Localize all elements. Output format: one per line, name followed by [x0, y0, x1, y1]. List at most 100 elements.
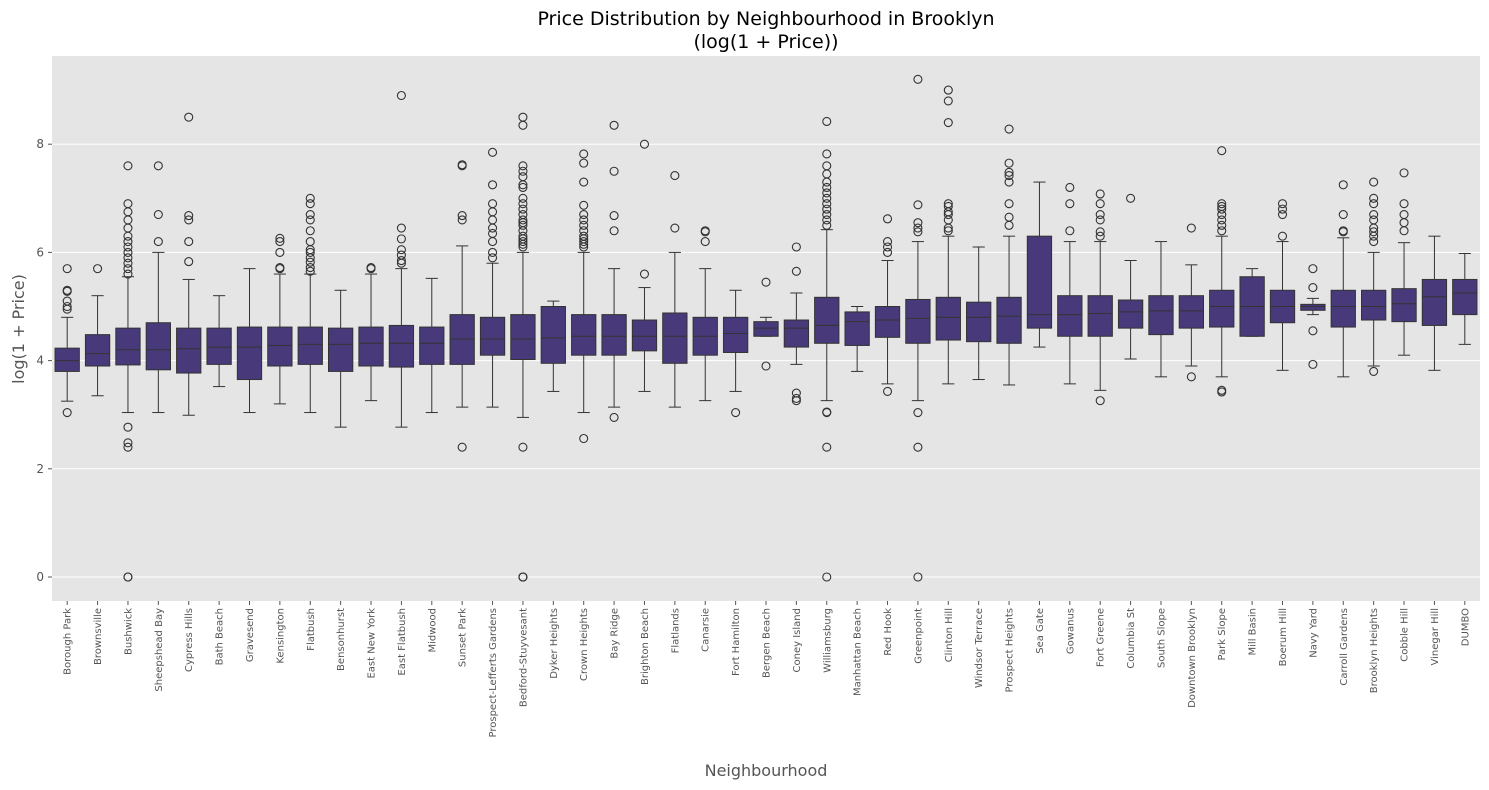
- box-gowanus: [1057, 182, 1083, 385]
- box-flatbush: [297, 193, 323, 414]
- x-tick-label: Borough Park: [63, 608, 74, 675]
- box-bushwick: [115, 161, 141, 582]
- outlier-point: [943, 199, 953, 209]
- iqr-box: [1391, 288, 1417, 323]
- outlier-point: [518, 161, 528, 171]
- outlier-point: [1369, 366, 1379, 376]
- outlier-point: [943, 96, 953, 106]
- outlier-point: [1277, 209, 1288, 220]
- outlier-point: [822, 182, 832, 193]
- outlier-point: [123, 422, 133, 432]
- outlier-point: [1004, 124, 1014, 134]
- x-tick-label: Kensington: [275, 608, 286, 664]
- box-prospect-heights: [996, 124, 1022, 386]
- outlier-point: [457, 215, 467, 225]
- outlier-point: [457, 442, 467, 452]
- box-boerum-hill: [1269, 199, 1296, 371]
- iqr-box: [84, 334, 111, 367]
- x-tick-label: Prospect Heights: [1005, 608, 1016, 692]
- box-brooklyn-heights: [1361, 177, 1387, 376]
- outlier-point: [822, 188, 832, 198]
- outlier-point: [488, 147, 498, 157]
- x-tick-label: East Flatbush: [397, 608, 408, 676]
- outlier-point: [62, 264, 72, 274]
- outlier-point: [62, 296, 72, 306]
- y-axis-ticks: 0 2 4 6 8: [36, 137, 52, 584]
- x-tick-label: South Slope: [1156, 608, 1167, 668]
- outlier-point: [579, 200, 589, 210]
- outlier-point: [123, 253, 133, 263]
- outlier-point: [518, 220, 528, 230]
- x-tick-label: Mill Basin: [1248, 608, 1259, 655]
- iqr-box: [571, 314, 597, 356]
- outlier-point: [761, 277, 771, 287]
- iqr-box: [722, 316, 749, 353]
- x-tick-label: Sea Gate: [1035, 608, 1046, 654]
- x-tick-label: Bergen Beach: [762, 608, 773, 678]
- iqr-box: [783, 319, 810, 348]
- outlier-point: [822, 149, 832, 159]
- outlier-point: [731, 407, 741, 418]
- outlier-point: [396, 250, 406, 260]
- outlier-point: [1399, 209, 1409, 220]
- outlier-point: [518, 166, 528, 176]
- outlier-point: [1308, 326, 1318, 336]
- x-tick-label: Flatbush: [306, 608, 317, 651]
- outlier-point: [1095, 189, 1105, 199]
- x-tick-label: Bushwick: [123, 608, 134, 655]
- outlier-point: [1308, 283, 1318, 293]
- outlier-point: [1308, 264, 1318, 274]
- iqr-box: [327, 327, 354, 372]
- outlier-point: [609, 412, 619, 422]
- box-bensonhurst: [327, 289, 354, 428]
- outlier-point: [62, 301, 72, 312]
- outlier-point: [1217, 220, 1227, 230]
- outlier-point: [184, 215, 194, 225]
- x-tick-label: Gravesend: [245, 608, 256, 662]
- outlier-point: [184, 257, 194, 267]
- x-axis-label: Neighbourhood: [705, 761, 828, 780]
- box-brownsville: [84, 264, 111, 397]
- x-tick-label: Brighton Beach: [640, 608, 651, 685]
- x-tick-label: Greenpoint: [913, 608, 924, 664]
- outlier-point: [123, 242, 133, 252]
- outlier-point: [123, 258, 133, 268]
- iqr-box: [996, 296, 1022, 344]
- box-red-hook: [874, 214, 901, 396]
- outlier-point: [1338, 209, 1348, 220]
- outlier-point: [670, 223, 680, 233]
- outlier-point: [882, 247, 893, 257]
- outlier-point: [1126, 193, 1136, 203]
- outlier-point: [275, 233, 285, 243]
- x-tick-label: Sheepshead Bay: [154, 608, 165, 692]
- outlier-point: [913, 223, 923, 233]
- outlier-point: [1399, 199, 1409, 209]
- y-tick-label: 8: [36, 137, 44, 151]
- x-tick-label: Prospect-Lefferts Gardens: [488, 608, 499, 737]
- iqr-box: [1209, 289, 1235, 328]
- box-bath-beach: [206, 295, 232, 388]
- box-windsor-terrace: [966, 246, 992, 381]
- outlier-point: [579, 220, 589, 230]
- iqr-box: [1026, 235, 1053, 329]
- outlier-point: [761, 361, 771, 371]
- outlier-point: [1369, 227, 1379, 237]
- outlier-point: [1217, 385, 1227, 395]
- x-tick-label: Downtown Brooklyn: [1187, 608, 1198, 708]
- x-tick-label: Flatlands: [670, 608, 681, 653]
- outlier-point: [1338, 180, 1348, 190]
- outlier-point: [1004, 177, 1014, 187]
- outlier-point: [579, 215, 589, 225]
- outlier-point: [1369, 177, 1379, 187]
- outlier-point: [791, 388, 801, 398]
- outlier-point: [700, 237, 710, 247]
- x-tick-label: Bensonhurst: [336, 608, 347, 671]
- box-flatlands: [662, 171, 688, 408]
- outlier-point: [123, 572, 133, 582]
- x-tick-label: Canarsie: [701, 608, 712, 652]
- iqr-box: [358, 326, 384, 367]
- outlier-point: [305, 226, 315, 236]
- box-fort-greene: [1087, 189, 1113, 406]
- outlier-point: [609, 120, 619, 130]
- box-sea-gate: [1026, 181, 1053, 348]
